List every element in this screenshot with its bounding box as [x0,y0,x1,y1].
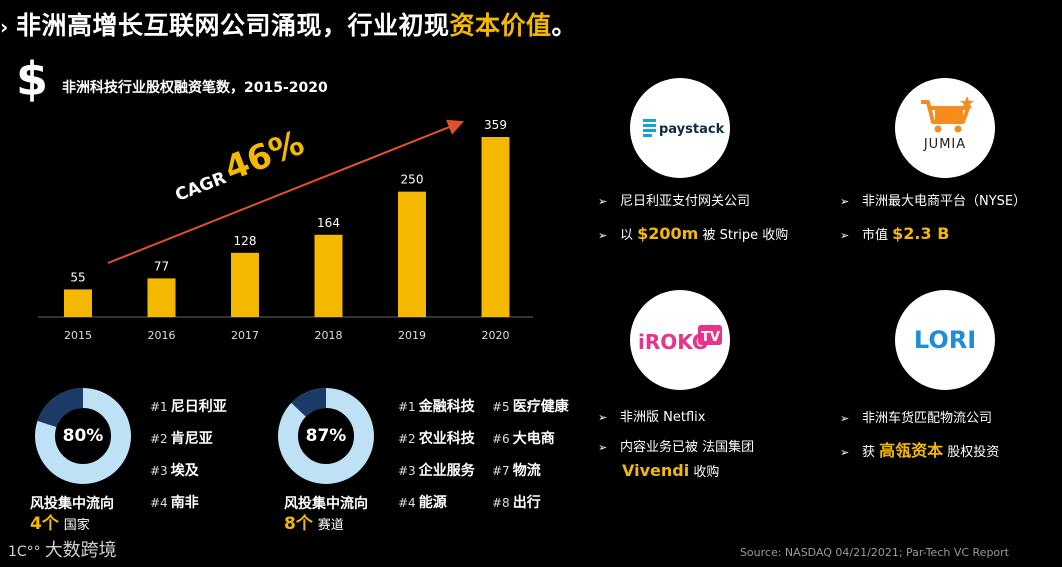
arrow-bullet-icon: ➢ [840,412,850,425]
sector-list-left: #1 金融科技 #2 农业科技 #3 企业服务 #4 能源 [398,396,475,524]
x-tick-label: 2017 [231,329,259,342]
sector-donut-chart [278,388,374,484]
jumia-logo-text: JUMIA [923,137,966,152]
arrow-bullet-icon: ➢ [598,229,608,242]
arrow-bullet-icon: ➢ [598,441,608,454]
brand-watermark: 1C°° 大数跨境 [8,540,117,561]
bar-2019 [398,191,426,317]
iroko-logo: iROKO TV [630,290,730,390]
brand-mark: 1C°° [8,544,41,560]
bar-2017 [231,252,259,317]
chart-title: 非洲科技行业股权融资笔数，2015-2020 [62,80,328,96]
bar-value-label: 164 [317,216,340,230]
cart-icon [921,100,970,124]
paystack-logo: paystack [630,78,730,178]
source-note: Source: NASDAQ 04/21/2021; Par-Tech VC R… [739,546,1009,559]
arrow-bullet-icon: ➢ [598,195,608,208]
arrow-bullet-icon: ➢ [840,195,850,208]
dollar-icon: $ [16,52,49,106]
donut-percent-label: 87% [305,426,347,446]
x-tick-label: 2015 [64,329,92,342]
iroko-info: ➢ 非洲版 Netflix ➢ 内容业务已被 法国集团 Vivendi 收购 [598,403,754,481]
lori-logo: LORI [895,290,995,390]
x-tick-label: 2016 [148,329,176,342]
jumia-info: ➢ 非洲最大电商平台（NYSE） ➢ 市值 $2.3 B [840,186,1026,252]
donut-percent-label: 80% [62,426,104,446]
list-item: #1 金融科技 [398,399,475,415]
list-item: #8 出行 [492,495,541,511]
x-tick-label: 2019 [398,329,426,342]
bar-value-label: 128 [234,234,257,248]
arrow-bullet-icon: ➢ [840,229,850,242]
country-donut-chart [35,388,131,484]
bar-value-label: 250 [401,173,424,187]
bar-value-label: 55 [70,270,85,284]
chevron-right-icon: › [0,15,9,39]
bar-value-label: 77 [154,259,169,273]
cagr-annotation: CAGR 46% [173,123,310,206]
x-tick-label: 2018 [315,329,343,342]
jumia-logo: JUMIA [895,78,995,178]
list-item: #7 物流 [492,463,541,479]
sector-list-right: #5 医疗健康 #6 大电商 #7 物流 #8 出行 [492,396,569,524]
country-list: #1 尼日利亚 #2 肯尼亚 #3 埃及 #4 南非 [150,396,227,524]
paystack-info: ➢ 尼日利亚支付网关公司 ➢ 以 $200m 被 Stripe 收购 [598,186,788,252]
list-item: #2 农业科技 [398,431,475,447]
iroko-tv-text: TV [701,330,720,345]
donut-remainder-segment [35,388,131,484]
lori-info: ➢ 非洲车货匹配物流公司 ➢ 获 高瓴资本 股权投资 [840,403,999,469]
page-title: › 非洲高增长互联网公司涌现，行业初现资本价值。 [0,11,578,40]
bar-2020 [481,137,510,317]
bar-value-label: 359 [484,118,507,132]
cagr-prefix: CAGR [173,168,229,206]
list-item: #6 大电商 [492,431,555,447]
cagr-value: 46% [219,123,309,190]
list-item: #5 医疗健康 [492,399,569,415]
arrow-bullet-icon: ➢ [598,411,608,424]
paystack-logo-text: paystack [659,122,725,137]
lori-logo-text: LORI [914,326,976,354]
bar-2015 [64,289,92,317]
list-item: #4 能源 [398,495,447,511]
cagr-trend-arrow [107,119,464,264]
bar-2018 [314,234,343,317]
list-item: #2 肯尼亚 [150,431,213,447]
arrow-bullet-icon: ➢ [840,446,850,459]
x-tick-label: 2020 [482,329,510,342]
sector-donut: 87% [276,386,376,486]
star-icon [960,96,974,109]
country-donut: 80% [33,386,133,486]
iroko-logo-text: iROKO [638,330,709,354]
list-item: #4 南非 [150,495,199,511]
country-flow-caption: 风投集中流向 4个 国家 [30,496,114,534]
list-item: #3 埃及 [150,463,199,479]
bar-chart: CAGR 46% 55 2015 77 2016 128 2017 164 2018 250 20… [38,118,533,342]
donut-remainder-segment [278,388,374,484]
sector-flow-caption: 风投集中流向 8个 赛道 [284,496,368,534]
list-item: #3 企业服务 [398,463,475,479]
bar-2016 [147,278,176,317]
list-item: #1 尼日利亚 [150,399,227,415]
